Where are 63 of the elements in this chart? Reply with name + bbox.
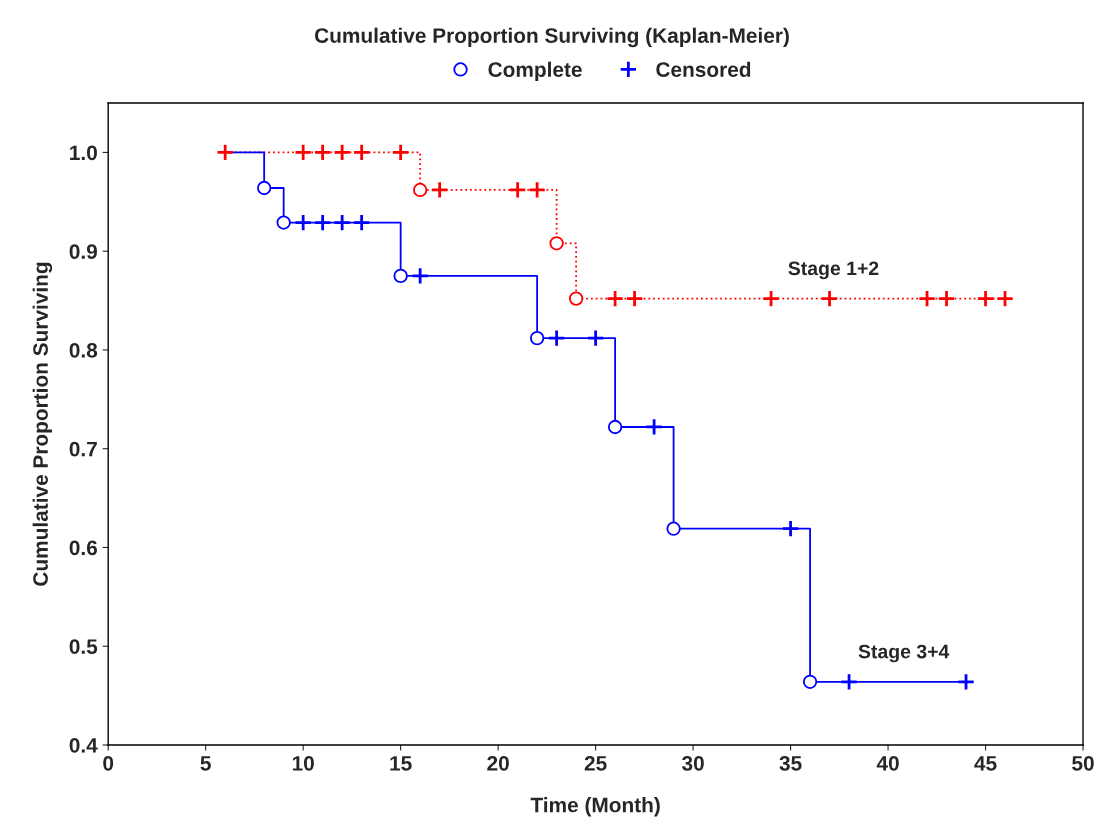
point [586, 329, 605, 348]
point [549, 236, 564, 251]
point [257, 180, 272, 196]
y-tick-label: 0.5 [69, 639, 98, 654]
point [666, 521, 681, 536]
y-tick-label: 0.8 [69, 342, 98, 358]
point [276, 215, 291, 230]
chart-title: Cumulative Proportion Surviving (Kaplan-Meier) [314, 27, 789, 48]
x-tick-label: 10 [292, 755, 314, 771]
point [528, 180, 547, 199]
legend-label: Complete [488, 61, 582, 82]
point [393, 268, 408, 284]
point [568, 291, 584, 306]
point [547, 329, 566, 348]
point [937, 289, 956, 308]
x-tick-label: 25 [584, 755, 607, 771]
x-tick-label: 40 [876, 755, 899, 771]
y-tick-label: 0.7 [69, 441, 97, 457]
point [645, 417, 664, 437]
point [411, 266, 430, 285]
y-axis-title: Cumulative Proportion Surviving [32, 262, 53, 586]
point [412, 182, 428, 198]
x-tick-label: 5 [200, 756, 211, 771]
point [313, 213, 332, 232]
x-tick-label: 15 [390, 756, 412, 771]
y-tick-label: 0.9 [69, 244, 98, 259]
series-label: Stage 1+2 [788, 261, 879, 280]
x-tick-label: 45 [974, 756, 997, 771]
point [840, 672, 859, 691]
point [352, 143, 371, 162]
x-tick-label: 35 [779, 755, 802, 771]
point [508, 180, 527, 199]
point [957, 672, 976, 691]
point [996, 289, 1015, 308]
point [216, 143, 235, 162]
point [976, 289, 995, 308]
y-tick-label: 0.6 [69, 540, 98, 556]
point [820, 289, 839, 308]
point [529, 330, 545, 346]
point [313, 143, 332, 162]
x-tick-label: 20 [487, 755, 509, 771]
point [333, 213, 352, 232]
point [391, 143, 410, 162]
x-tick-label: 30 [681, 755, 704, 771]
x-tick-label: 50 [1072, 755, 1094, 771]
point [430, 180, 449, 199]
point [352, 213, 371, 232]
x-axis-title: Time (Month) [530, 797, 660, 817]
point [762, 289, 781, 308]
point [294, 143, 313, 162]
y-tick-label: 0.4 [69, 737, 98, 753]
point [333, 143, 352, 162]
point [606, 289, 625, 308]
x-tick-label: 0 [103, 755, 114, 771]
point [607, 419, 623, 435]
series-label: Stage 3+4 [858, 644, 950, 663]
point [802, 674, 818, 689]
point [625, 289, 644, 308]
legend-label: Censored [656, 61, 751, 77]
point [918, 289, 937, 308]
point [781, 519, 800, 538]
y-tick-label: 1.0 [70, 145, 97, 161]
point [294, 213, 313, 232]
